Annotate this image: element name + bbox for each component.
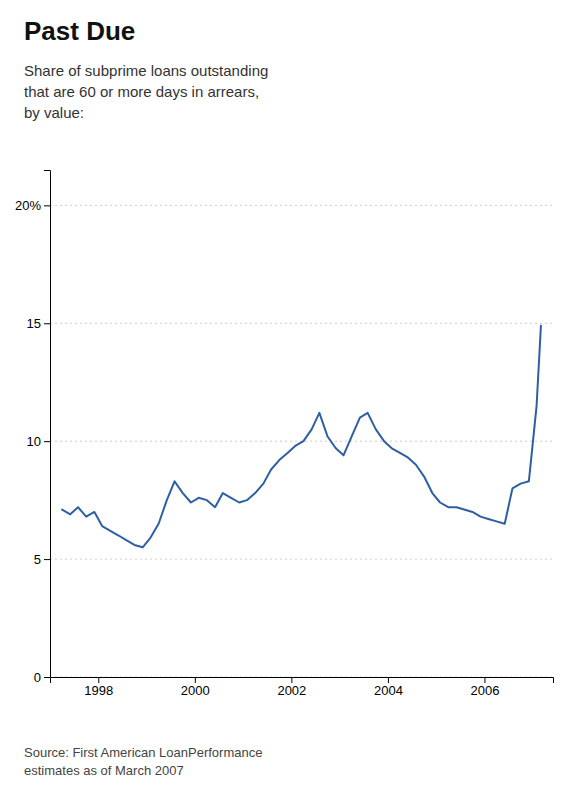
x-tick-mark [291,677,292,683]
y-tick: 5 [34,552,50,567]
x-tick-mark [388,677,389,683]
x-axis: 1998 2000 2002 2004 2006 [51,677,554,698]
y-tick-mark [44,677,50,678]
x-tick-mark [484,677,485,683]
x-tick-mark [98,677,99,683]
source-line: Source: First American LoanPerformance [24,745,262,760]
plot: 1998 2000 2002 2004 2006 0 5 10 15 20% [15,171,554,699]
x-tick-label: 1998 [84,683,113,698]
source: Source: First American LoanPerformance es… [24,745,262,778]
x-tick: 2000 [181,677,210,698]
y-tick: 15 [27,316,50,331]
grid-line [50,559,553,560]
x-tick: 2002 [277,677,306,698]
grid-line [50,323,553,324]
chart: Past Due Share of subprime loans outstand… [0,0,577,807]
y-tick-label: 20% [15,198,41,213]
subtitle: Share of subprime loans outstanding that … [24,62,268,121]
grid-line [50,205,553,206]
y-tick-mark [44,559,50,560]
title: Past Due [24,16,135,46]
marks [62,326,541,548]
y-tick: 10 [27,434,50,449]
y-tick-label: 15 [27,316,41,331]
y-axis: 0 5 10 15 20% [15,171,51,685]
subtitle-line: that are 60 or more days in arrears, [24,83,259,100]
y-tick: 0 [34,670,50,685]
subtitle-line: Share of subprime loans outstanding [24,62,268,79]
y-tick-mark [44,323,50,324]
x-tick-label: 2006 [470,683,499,698]
subtitle-line: by value: [24,104,84,121]
y-tick-label: 0 [34,670,41,685]
x-tick-label: 2004 [374,683,403,698]
y-tick-mark [44,441,50,442]
x-tick-label: 2002 [277,683,306,698]
x-axis-line [51,678,554,684]
x-tick: 1998 [84,677,113,698]
x-tick: 2006 [470,677,499,698]
y-tick: 20% [15,198,50,213]
y-tick-label: 10 [27,434,41,449]
x-tick-label: 2000 [181,683,210,698]
source-line: estimates as of March 2007 [24,763,184,778]
y-axis-line [44,171,51,678]
x-tick: 2004 [374,677,403,698]
x-tick-mark [195,677,196,683]
y-tick-label: 5 [34,552,41,567]
grid [50,205,553,677]
line [62,326,541,548]
y-tick-mark [44,205,50,206]
